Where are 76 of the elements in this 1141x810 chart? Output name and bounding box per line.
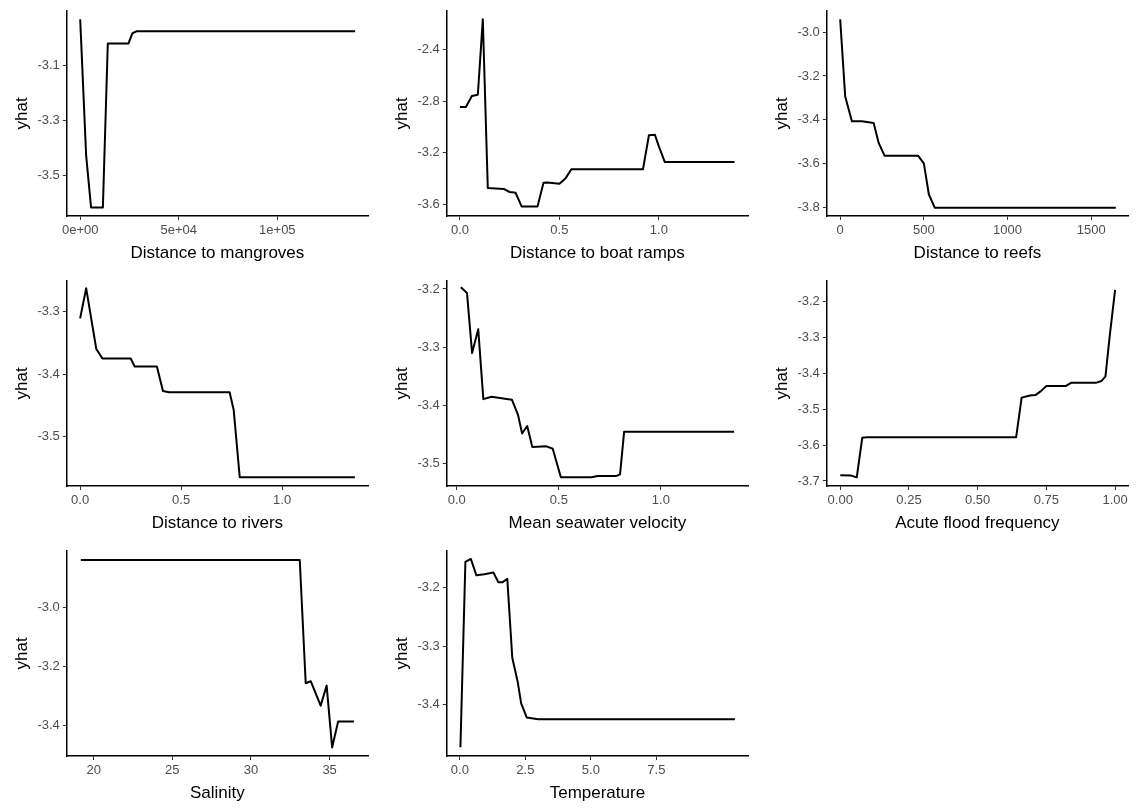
x-tick-label: 0.0 (450, 222, 469, 238)
y-tick-label: -3.3 (417, 338, 440, 354)
y-tick-label: -3.0 (37, 598, 60, 614)
y-tick-label: -3.4 (37, 716, 60, 732)
y-tick-label: -3.4 (797, 111, 820, 127)
x-tick-label: 7.5 (647, 762, 666, 778)
x-tick-label: 5e+04 (160, 222, 198, 238)
y-axis-title: yhat (11, 367, 31, 400)
y-tick-label: -3.4 (37, 365, 60, 381)
y-tick-label: -3.4 (417, 397, 440, 413)
x-axis-title: Distance to rivers (151, 513, 284, 533)
x-tick-label: 0.5 (549, 492, 568, 508)
y-tick-label: -3.2 (417, 579, 440, 595)
y-tick-label: -3.2 (37, 657, 60, 673)
x-tick-label: 35 (322, 762, 337, 778)
y-tick-label: -3.0 (797, 23, 820, 39)
x-axis-title: Mean seawater velocity (508, 513, 687, 533)
y-axis-title: yhat (771, 367, 791, 400)
y-tick-label: -3.6 (797, 155, 820, 171)
x-tick-label: 25 (165, 762, 180, 778)
y-tick-label: -3.1 (37, 56, 60, 72)
x-tick-label: 0 (836, 222, 844, 238)
x-tick-label: 5.0 (581, 762, 600, 778)
x-tick-label: 0.25 (896, 492, 922, 508)
y-tick-label: -3.3 (797, 328, 820, 344)
y-tick-label: -3.2 (417, 280, 440, 296)
y-tick-label: -3.6 (797, 436, 820, 452)
x-tick-label: 0.75 (1033, 492, 1060, 508)
y-tick-label: -3.4 (417, 696, 440, 712)
x-axis-title: Temperature (549, 783, 646, 803)
x-tick-label: 1e+05 (259, 222, 296, 238)
y-tick-label: -3.6 (417, 195, 440, 211)
x-tick-label: 1000 (993, 222, 1022, 238)
y-tick-label: -3.5 (417, 455, 440, 471)
x-tick-label: 0.5 (172, 492, 191, 508)
x-tick-label: 30 (243, 762, 259, 778)
y-tick-label: -3.2 (797, 292, 820, 308)
x-tick-label: 0.00 (827, 492, 853, 508)
x-tick-label: 20 (86, 762, 101, 778)
y-tick-label: -3.3 (417, 637, 440, 653)
x-tick-label: 0.0 (71, 492, 90, 508)
y-axis-title: yhat (391, 97, 411, 130)
y-tick-label: -3.4 (797, 364, 820, 380)
x-tick-label: 0e+00 (61, 222, 99, 238)
x-tick-label: 0.0 (450, 762, 469, 778)
x-tick-label: 1.0 (649, 222, 668, 238)
y-tick-label: -3.5 (37, 167, 60, 183)
y-axis-title: yhat (771, 97, 791, 130)
y-axis-title: yhat (391, 637, 411, 670)
x-axis-title: Distance to mangroves (130, 243, 305, 263)
x-tick-label: 1.00 (1102, 492, 1128, 508)
x-axis-title: Acute flood frequency (895, 513, 1061, 533)
x-tick-label: 1.0 (273, 492, 292, 508)
x-tick-label: 0.50 (965, 492, 991, 508)
y-tick-label: -3.5 (37, 428, 60, 444)
x-tick-label: 500 (913, 222, 935, 238)
y-tick-label: -3.8 (797, 199, 820, 215)
x-tick-label: 1.0 (651, 492, 670, 508)
y-tick-label: -2.4 (417, 41, 440, 57)
y-tick-label: -3.2 (417, 144, 440, 160)
x-axis-title: Salinity (189, 783, 246, 803)
y-tick-label: -3.2 (797, 67, 820, 83)
y-tick-label: -3.5 (797, 400, 820, 416)
y-tick-label: -2.8 (417, 92, 440, 108)
x-axis-title: Distance to boat ramps (509, 243, 685, 263)
y-tick-label: -3.3 (37, 303, 60, 319)
x-tick-label: 2.5 (516, 762, 535, 778)
y-tick-label: -3.7 (797, 472, 820, 488)
x-tick-label: 1500 (1076, 222, 1106, 238)
x-tick-label: 0.0 (447, 492, 466, 508)
y-axis-title: yhat (391, 367, 411, 400)
y-axis-title: yhat (11, 97, 31, 130)
y-tick-label: -3.3 (37, 112, 60, 128)
y-axis-title: yhat (11, 637, 31, 670)
x-axis-title: Distance to reefs (913, 243, 1042, 263)
x-tick-label: 0.5 (550, 222, 569, 238)
